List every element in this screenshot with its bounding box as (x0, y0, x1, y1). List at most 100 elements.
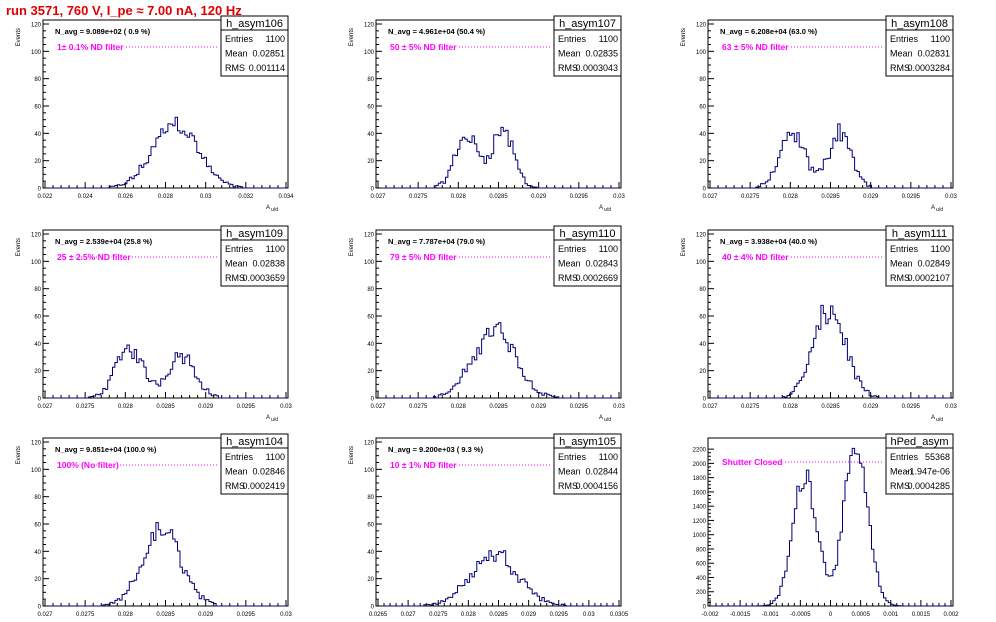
y-tick-label: 60 (367, 105, 374, 111)
x-tick-label: 0.03 (945, 194, 957, 200)
stats-key: Entries (890, 244, 919, 254)
navg-label: N_avg = 9.851e+04 (100.0 %) (55, 445, 157, 454)
y-tick-label: 600 (696, 562, 707, 568)
x-tick-label: 0.029 (198, 404, 214, 410)
x-axis-title: Au/d (599, 415, 611, 423)
y-tick-label: 100 (31, 468, 42, 474)
x-tick-label: 0.028 (783, 404, 799, 410)
stats-key: Entries (558, 452, 587, 462)
x-tick-label: 0.0285 (821, 194, 840, 200)
y-tick-label: 20 (699, 369, 706, 375)
stats-key: Entries (225, 244, 254, 254)
x-tick-label: 0.0275 (741, 404, 760, 410)
y-tick-label: 80 (34, 287, 41, 293)
y-tick-label: 1400 (693, 505, 707, 511)
y-tick-label: 1600 (693, 490, 707, 496)
x-tick-label: 0.002 (943, 612, 959, 618)
histogram-name: h_asym109 (226, 228, 283, 240)
stats-box (220, 433, 289, 495)
y-axis-title: Events (681, 28, 687, 46)
histogram-line-h_asym110 (378, 322, 619, 399)
y-tick-label: 80 (699, 77, 706, 83)
histogram-name: h_asym107 (559, 18, 616, 30)
histogram-panel-hPed_asym: 0 200 400 600 800 1000 1200 1400 1600 1800 2000 220… (693, 433, 959, 618)
x-tick-label: 0.028 (451, 194, 467, 200)
y-tick-label: 0 (703, 605, 707, 611)
stats-box (885, 433, 954, 495)
x-tick-label: 0.029 (198, 612, 214, 618)
y-tick-label: 100 (696, 260, 707, 266)
x-tick-label: -0.001 (762, 612, 780, 618)
stats-value: 0.0002107 (907, 273, 950, 283)
stats-key: Mean (558, 49, 581, 59)
stats-value: -1.947e-06 (906, 467, 950, 477)
navg-label: N_avg = 9.089e+02 ( 0.9 %) (55, 27, 151, 36)
x-tick-label: 0.029 (531, 194, 547, 200)
stats-key: Entries (890, 34, 919, 44)
x-tick-label: 0.0295 (902, 404, 921, 410)
stats-key: RMS (225, 273, 245, 283)
stats-value: 55368 (925, 452, 950, 462)
stats-value: 1100 (931, 34, 950, 44)
stats-value: 0.0002419 (242, 481, 285, 491)
y-tick-label: 20 (34, 159, 41, 165)
y-tick-label: 40 (367, 132, 374, 138)
y-tick-label: 100 (31, 260, 42, 266)
y-tick-label: 60 (699, 105, 706, 111)
stats-key: Entries (558, 34, 587, 44)
x-tick-label: 0.03 (613, 404, 625, 410)
x-tick-label: 0.03 (613, 194, 625, 200)
stats-box (553, 433, 622, 495)
filter-label: 1± 0.1% ND filter (57, 42, 124, 52)
y-tick-label: 20 (34, 369, 41, 375)
y-tick-label: 0 (371, 187, 375, 193)
stats-key: RMS (558, 273, 578, 283)
y-tick-label: 100 (31, 50, 42, 56)
x-tick-label: 0.0295 (570, 404, 589, 410)
stats-key: RMS (890, 481, 910, 491)
y-tick-label: 60 (34, 523, 41, 529)
stats-key: RMS (225, 481, 245, 491)
y-tick-label: 40 (34, 132, 41, 138)
x-tick-label: 0.027 (370, 194, 386, 200)
histogram-line-h_asym109 (45, 344, 286, 399)
navg-label: N_avg = 2.539e+04 (25.8 %) (55, 237, 153, 246)
stats-value: 0.02846 (252, 467, 285, 477)
y-tick-label: 60 (699, 315, 706, 321)
x-tick-label: -0.0015 (730, 612, 751, 618)
y-tick-label: 20 (34, 577, 41, 583)
y-tick-label: 120 (364, 233, 375, 239)
histogram-panel-h_asym111: 0 20 40 60 80 100 120 0.027 0.0275 0.028 0.0285 0.0… (681, 225, 957, 423)
stats-key: Entries (558, 244, 587, 254)
stats-key: Mean (558, 259, 581, 269)
stats-box (885, 15, 954, 77)
navg-label: N_avg = 9.200e+03 ( 9.3 %) (388, 445, 484, 454)
stats-value: 0.0002669 (575, 273, 618, 283)
stats-value: 0.02843 (585, 259, 618, 269)
histogram-panel-h_asym109: 0 20 40 60 80 100 120 0.027 0.0275 0.028 0.0285 0.0… (16, 225, 292, 423)
histogram-name: h_asym105 (559, 436, 616, 448)
x-tick-label: 0.0275 (409, 194, 428, 200)
x-tick-label: 0.03 (583, 612, 595, 618)
histogram-name: h_asym104 (226, 436, 283, 448)
x-tick-label: 0.03 (945, 404, 957, 410)
filter-label: Shutter Closed (722, 457, 782, 467)
x-axis-title: Au/d (931, 205, 943, 213)
stats-value: 0.0004156 (575, 481, 618, 491)
stats-value: 0.02851 (252, 49, 285, 59)
x-tick-label: 0.034 (278, 194, 294, 200)
histogram-line-h_asym111 (710, 304, 951, 399)
x-tick-label: 0.027 (702, 404, 718, 410)
histogram-panel-h_asym110: 0 20 40 60 80 100 120 0.027 0.0275 0.028 0.0285 0.0… (349, 225, 625, 423)
y-tick-label: 2200 (693, 448, 707, 454)
stats-value: 1100 (266, 244, 285, 254)
x-tick-label: 0.0275 (76, 612, 95, 618)
histogram-name: h_asym108 (891, 18, 948, 30)
x-axis-title: Au/d (266, 415, 278, 423)
y-tick-label: 120 (31, 441, 42, 447)
x-tick-label: 0.0265 (369, 612, 388, 618)
x-tick-label: 0.029 (863, 194, 879, 200)
x-tick-label: 0.029 (531, 404, 547, 410)
filter-label: 10 ± 1% ND filter (390, 460, 457, 470)
